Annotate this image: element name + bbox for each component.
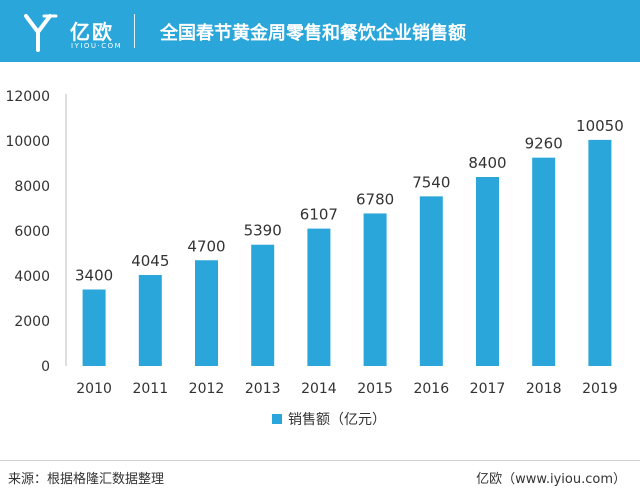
bar bbox=[588, 139, 612, 366]
footer-divider bbox=[0, 460, 640, 461]
y-tick-label: 4000 bbox=[14, 269, 50, 285]
data-label: 8400 bbox=[468, 154, 506, 172]
bar-chart: 0 2000 4000 6000 8000 10000 12000 3400 2010 4045 2… bbox=[5, 89, 624, 428]
bar bbox=[532, 157, 556, 366]
x-tick-label: 2010 bbox=[76, 381, 112, 397]
data-label: 9260 bbox=[525, 135, 563, 153]
x-tick-label: 2014 bbox=[301, 381, 337, 397]
header-banner: 亿欧 IYIOU·COM 全国春节黄金周零售和餐饮企业销售额 bbox=[0, 0, 640, 62]
x-tick-label: 2013 bbox=[245, 381, 281, 397]
data-label: 6107 bbox=[300, 206, 338, 224]
data-label: 7540 bbox=[412, 173, 450, 191]
legend-label: 销售额（亿元） bbox=[288, 412, 386, 428]
y-tick-label: 10000 bbox=[5, 134, 50, 150]
logo-icon bbox=[24, 14, 58, 52]
logo-subtext: IYIOU·COM bbox=[71, 42, 123, 50]
x-tick-label: 2016 bbox=[413, 381, 449, 397]
logo-text: 亿欧 bbox=[70, 20, 114, 44]
x-tick-label: 2017 bbox=[470, 381, 506, 397]
data-label: 3400 bbox=[75, 267, 113, 285]
legend-swatch bbox=[272, 414, 282, 424]
bar bbox=[476, 177, 499, 366]
x-tick-label: 2019 bbox=[582, 381, 618, 397]
bar bbox=[419, 196, 443, 366]
y-tick-label: 0 bbox=[41, 359, 50, 375]
chart-title: 全国春节黄金周零售和餐饮企业销售额 bbox=[160, 23, 466, 44]
y-tick-label: 8000 bbox=[14, 179, 50, 195]
x-tick-label: 2011 bbox=[132, 381, 168, 397]
header-divider bbox=[134, 14, 135, 48]
x-tick-label: 2018 bbox=[526, 381, 562, 397]
data-label: 4045 bbox=[131, 252, 169, 270]
data-label: 10050 bbox=[576, 117, 624, 135]
bar bbox=[138, 274, 162, 366]
source-note: 来源：根据格隆汇数据整理 bbox=[8, 472, 165, 487]
y-tick-label: 2000 bbox=[14, 314, 50, 330]
x-tick-label: 2015 bbox=[357, 381, 393, 397]
data-label: 4700 bbox=[187, 237, 225, 255]
y-tick-label: 12000 bbox=[5, 89, 50, 105]
y-tick-label: 6000 bbox=[14, 224, 50, 240]
logo: 亿欧 IYIOU·COM bbox=[22, 10, 142, 54]
bar bbox=[251, 244, 275, 366]
credit-note: 亿欧（www.iyiou.com） bbox=[476, 472, 626, 487]
data-label: 6780 bbox=[356, 190, 394, 208]
bar bbox=[82, 289, 106, 366]
x-tick-label: 2012 bbox=[189, 381, 225, 397]
bar bbox=[195, 260, 218, 366]
bar bbox=[363, 213, 387, 366]
data-label: 5390 bbox=[244, 222, 282, 240]
bar bbox=[307, 228, 331, 366]
